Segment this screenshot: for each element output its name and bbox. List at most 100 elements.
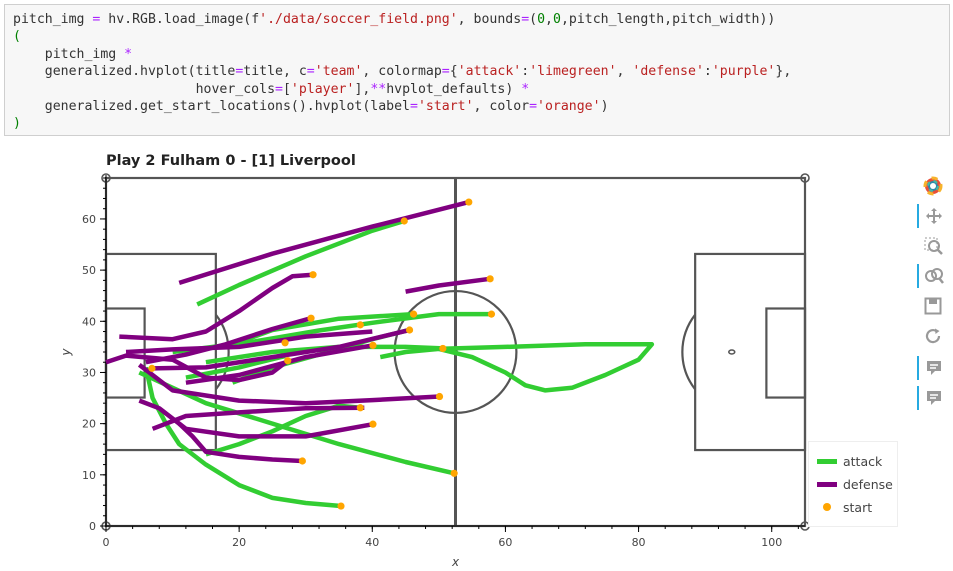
pan-icon[interactable] — [917, 204, 948, 228]
right-goal-area — [765, 307, 807, 399]
code-token: = — [441, 64, 450, 80]
code-token: 'defense' — [632, 64, 704, 80]
start-point — [369, 420, 377, 428]
code-token: 'team' — [314, 64, 363, 80]
code-token: generalized.hvplot(title — [13, 64, 236, 80]
x-tick-label: 40 — [365, 536, 379, 549]
x-tick-label: 80 — [632, 536, 646, 549]
code-token: = — [306, 64, 315, 80]
y-tick-label: 10 — [82, 469, 96, 482]
defense-trajectory — [119, 272, 314, 342]
save-icon[interactable] — [920, 294, 946, 318]
y-tick-label: 50 — [82, 264, 96, 277]
start-point — [148, 364, 156, 372]
start-point — [439, 344, 447, 353]
defense-trajectory — [137, 363, 440, 406]
legend-label-start: start — [843, 499, 873, 515]
start-point — [284, 357, 292, 365]
legend-item-defense[interactable]: defense — [817, 474, 893, 494]
box-zoom-icon[interactable] — [920, 234, 946, 258]
start-point — [356, 321, 364, 329]
code-token: ,pitch_length,pitch_width)) — [560, 12, 776, 27]
code-token: , — [545, 12, 553, 27]
code-token: hover_cols — [13, 81, 276, 97]
defense-trajectory — [151, 405, 365, 431]
y-axis-label: y — [59, 348, 73, 357]
code-token: [ — [282, 81, 291, 97]
y-tick-label: 0 — [89, 520, 96, 533]
code-token: = — [529, 98, 538, 114]
code-token: 'attack' — [457, 64, 522, 80]
legend-swatch-start — [823, 503, 831, 511]
wheel-zoom-icon[interactable] — [917, 264, 948, 288]
start-point — [487, 310, 496, 318]
y-tick-label: 40 — [82, 315, 96, 328]
legend-swatch-defense — [817, 481, 837, 487]
code-token: { — [449, 64, 458, 80]
attack-trajectory — [438, 342, 655, 393]
code-token: './data/soccer_field.png' — [259, 12, 458, 27]
code-token: = — [275, 81, 283, 97]
legend-swatch-attack — [817, 458, 837, 464]
code-token: 'orange' — [537, 98, 601, 114]
code-token: = — [92, 12, 101, 27]
hover-icon[interactable] — [917, 356, 948, 380]
code-token: , — [616, 64, 633, 80]
code-token: }, — [775, 64, 792, 80]
code-token: hvplot_defaults) — [386, 81, 522, 97]
bokeh-logo-icon[interactable] — [920, 174, 946, 198]
code-token: : — [521, 64, 530, 80]
defense-trajectory — [405, 276, 491, 294]
code-token: : — [703, 64, 712, 80]
code-token: , bounds — [457, 12, 522, 27]
hover-icon[interactable] — [917, 386, 948, 410]
code-token: 'purple' — [711, 64, 776, 80]
code-line: hover_cols=['player'],**hvplot_defaults)… — [13, 81, 949, 98]
start-point — [337, 502, 345, 510]
defense-trajectory — [177, 421, 303, 464]
corner-arc — [800, 173, 810, 183]
code-token: 'limegreen' — [529, 64, 617, 80]
defense-trajectory — [138, 398, 374, 439]
attack-trajectory — [379, 346, 440, 360]
code-token: pitch_img — [13, 46, 125, 62]
code-token: ** — [370, 81, 387, 97]
code-cell[interactable]: pitch_img = hv.RGB.load_image(f'./data/s… — [4, 4, 950, 136]
reset-icon[interactable] — [920, 324, 946, 348]
code-line: ( — [13, 28, 949, 45]
defense-trajectory — [105, 353, 290, 383]
code-token: , color — [473, 98, 530, 114]
code-token: ) — [600, 98, 609, 114]
start-point — [281, 339, 289, 347]
code-token: ( — [13, 29, 21, 45]
code-token: 0 — [553, 12, 561, 27]
attack-trajectory — [196, 218, 405, 307]
code-token: generalized.get_start_locations().hvplot… — [13, 98, 410, 114]
start-point — [298, 457, 306, 465]
start-point — [435, 392, 444, 401]
start-point — [450, 469, 458, 477]
plot-title: Play 2 Fulham 0 - [1] Liverpool — [106, 153, 356, 169]
start-point — [405, 326, 414, 334]
x-axis-label: x — [451, 555, 460, 569]
code-line: ) — [13, 115, 949, 132]
legend-item-start[interactable]: start — [817, 497, 872, 517]
code-line: pitch_img = hv.RGB.load_image(f'./data/s… — [13, 11, 949, 28]
x-tick-label: 60 — [498, 536, 512, 549]
code-token: 'start' — [417, 98, 474, 114]
x-tick-label: 0 — [103, 536, 110, 549]
code-token: pitch_img — [13, 12, 93, 27]
code-line: generalized.hvplot(title=title, c='team'… — [13, 63, 949, 80]
code-token: 'player' — [290, 81, 355, 97]
legend-item-attack[interactable]: attack — [817, 451, 882, 471]
right-penalty-arc — [681, 313, 697, 391]
y-tick-label: 20 — [82, 418, 96, 431]
code-token: hv.RGB.load_image(f — [100, 12, 260, 27]
start-point — [409, 310, 418, 318]
code-token: , colormap — [362, 64, 442, 80]
defense-trajectory — [125, 329, 373, 355]
legend-label-defense: defense — [843, 476, 893, 492]
legend-label-attack: attack — [843, 453, 883, 469]
code-token: title, c — [243, 64, 307, 80]
